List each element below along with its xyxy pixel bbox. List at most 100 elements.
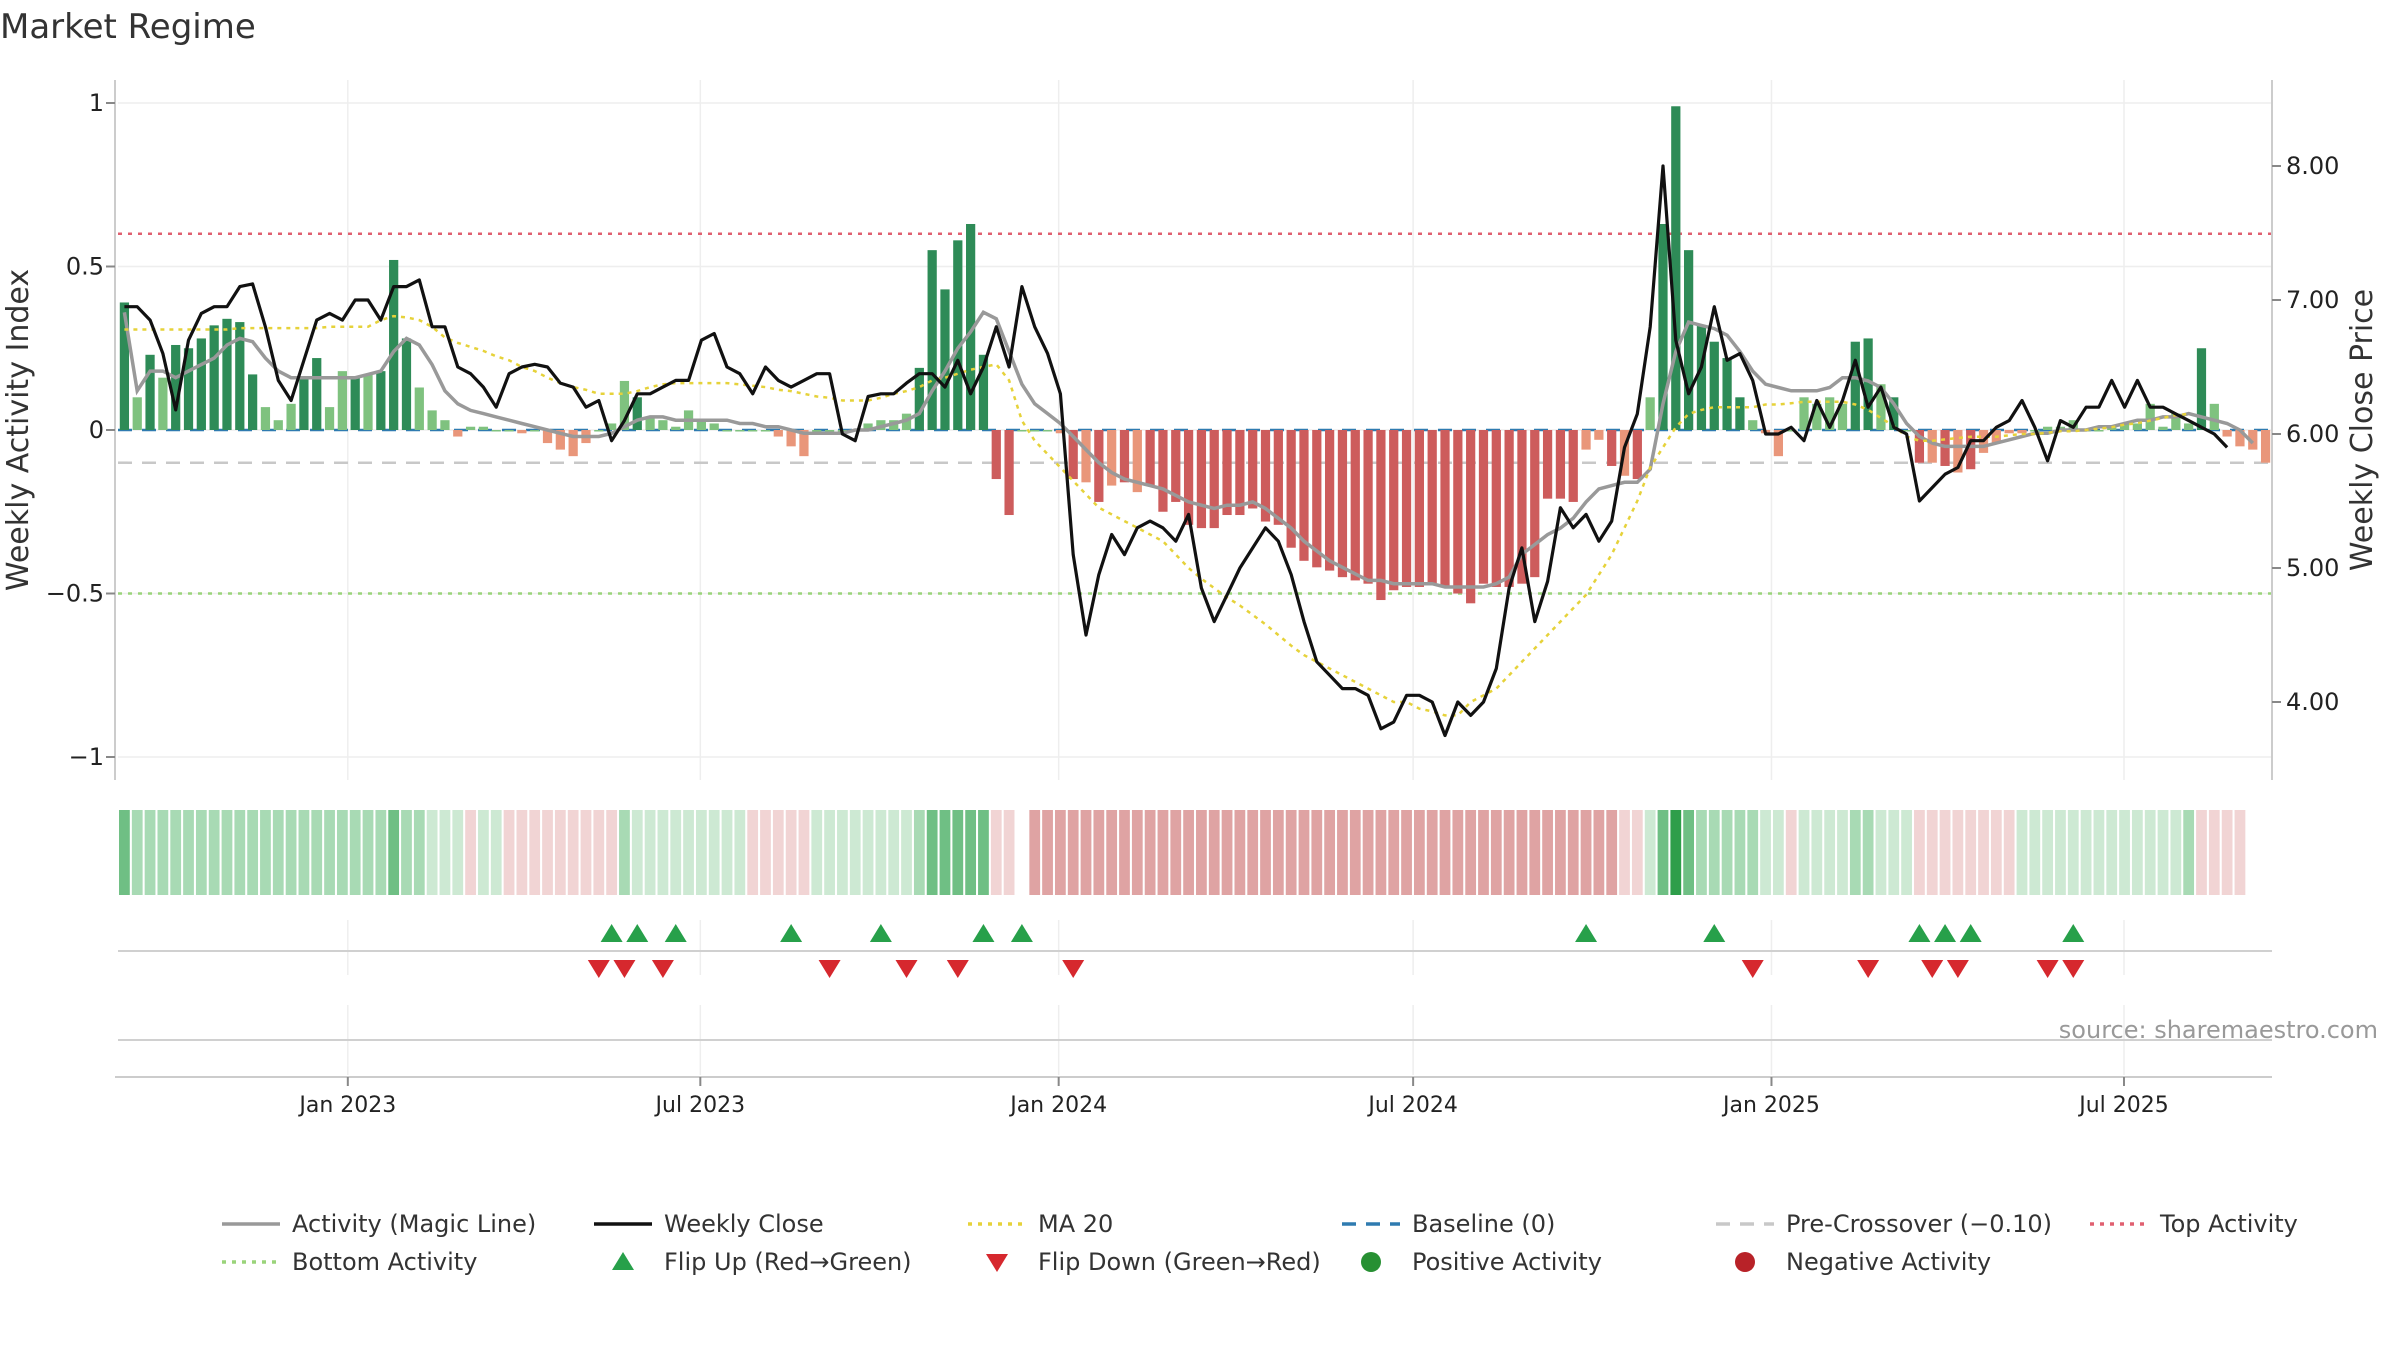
regime-cell (1337, 810, 1348, 895)
activity-bar (1799, 397, 1809, 430)
y-tick-label: 0.5 (66, 253, 104, 281)
y2-tick-label: 6.00 (2286, 420, 2339, 448)
regime-cell (272, 810, 284, 895)
regime-cell (1631, 810, 1643, 895)
regime-cell (195, 810, 207, 895)
activity-bar (1542, 430, 1553, 499)
activity-bar (1466, 430, 1476, 604)
activity-bar (1209, 430, 1219, 529)
regime-cell (644, 810, 656, 895)
regime-cell (1221, 810, 1233, 895)
regime-cell (683, 810, 694, 895)
regime-cell (1747, 810, 1759, 895)
regime-cell (901, 810, 912, 895)
activity-bar (1337, 430, 1348, 578)
flip-down-marker (613, 960, 636, 978)
activity-bar (1145, 430, 1155, 486)
regime-cell (324, 810, 335, 895)
flip-down-marker (1921, 960, 1944, 978)
activity-bar (1094, 430, 1104, 502)
regime-cell (1093, 810, 1105, 895)
activity-bar (1427, 430, 1437, 584)
flip-down-marker (2062, 960, 2085, 978)
activity-bar (171, 344, 181, 430)
flip-down-marker (818, 960, 841, 978)
activity-bar (248, 374, 258, 430)
activity-bar (2222, 430, 2232, 437)
legend-label-activity-magic-line: Activity (Magic Line) (292, 1210, 536, 1238)
flip-down-marker (1741, 960, 1764, 978)
activity-bar (1914, 430, 1925, 463)
activity-bar (530, 430, 540, 432)
regime-cell (1926, 810, 1938, 895)
activity-bar (658, 420, 668, 430)
activity-bar (2145, 403, 2155, 430)
regime-cell (1234, 810, 1246, 895)
flip-down-marker (587, 960, 610, 978)
regime-cell (1452, 810, 1464, 895)
regime-cell (567, 810, 579, 895)
regime-cell (1593, 810, 1605, 895)
activity-bar (2094, 430, 2104, 432)
regime-cell (1170, 810, 1182, 895)
regime-cell (1798, 810, 1810, 895)
regime-cell (1183, 810, 1194, 895)
flip-down-marker (1062, 960, 1085, 978)
regime-cell (1708, 810, 1720, 895)
regime-cell (426, 810, 438, 895)
legend-label-positive-activity: Positive Activity (1412, 1248, 1602, 1276)
activity-bar (2196, 348, 2207, 430)
regime-cell (670, 810, 682, 895)
activity-bar (350, 377, 360, 430)
activity-bar (1030, 430, 1040, 432)
activity-bar (132, 397, 142, 430)
activity-bar (1812, 403, 1822, 430)
regime-cell (529, 810, 541, 895)
activity-bar (1312, 430, 1322, 568)
activity-bar (940, 289, 950, 430)
regime-cell (747, 810, 759, 895)
activity-bar (478, 426, 489, 430)
flip-up-marker (626, 924, 649, 942)
legend-label-bottom-activity: Bottom Activity (292, 1248, 477, 1276)
activity-bar (235, 322, 245, 430)
regime-cell (1119, 810, 1130, 895)
legend-label-flip-down-green-red: Flip Down (Green→Red) (1038, 1248, 1321, 1276)
regime-cell (388, 810, 400, 895)
regime-cell (542, 810, 553, 895)
activity-bar (1658, 223, 1668, 430)
regime-cell (1696, 810, 1707, 895)
regime-cell (952, 810, 964, 895)
activity-bar (1773, 430, 1783, 457)
regime-cell (336, 810, 348, 895)
activity-bar (1632, 430, 1642, 480)
activity-bar (1825, 397, 1835, 430)
regime-cell (695, 810, 707, 895)
legend-label-top-activity: Top Activity (2159, 1210, 2298, 1238)
activity-bar (1850, 341, 1860, 430)
activity-bar (1863, 338, 1873, 430)
regime-cell (234, 810, 246, 895)
regime-cell (1772, 810, 1784, 895)
activity-bar (863, 423, 873, 430)
legend-swatch-flip-up-red-green (612, 1252, 634, 1270)
activity-bar (927, 250, 937, 430)
activity-bar (812, 430, 822, 432)
regime-cell (298, 810, 310, 895)
legend-swatch-flip-down-green-red (986, 1254, 1008, 1272)
regime-cell (708, 810, 720, 895)
regime-cell (1388, 810, 1400, 895)
regime-cell (2016, 810, 2028, 895)
activity-bar (542, 430, 553, 444)
regime-cell (221, 810, 233, 895)
regime-cell (978, 810, 989, 895)
activity-bar (1260, 430, 1271, 522)
regime-cell (144, 810, 156, 895)
regime-cell (2106, 810, 2118, 895)
regime-cell (939, 810, 951, 895)
activity-bar (1889, 397, 1899, 430)
activity-bar (645, 416, 655, 430)
regime-cell (760, 810, 771, 895)
regime-cell (1362, 810, 1374, 895)
